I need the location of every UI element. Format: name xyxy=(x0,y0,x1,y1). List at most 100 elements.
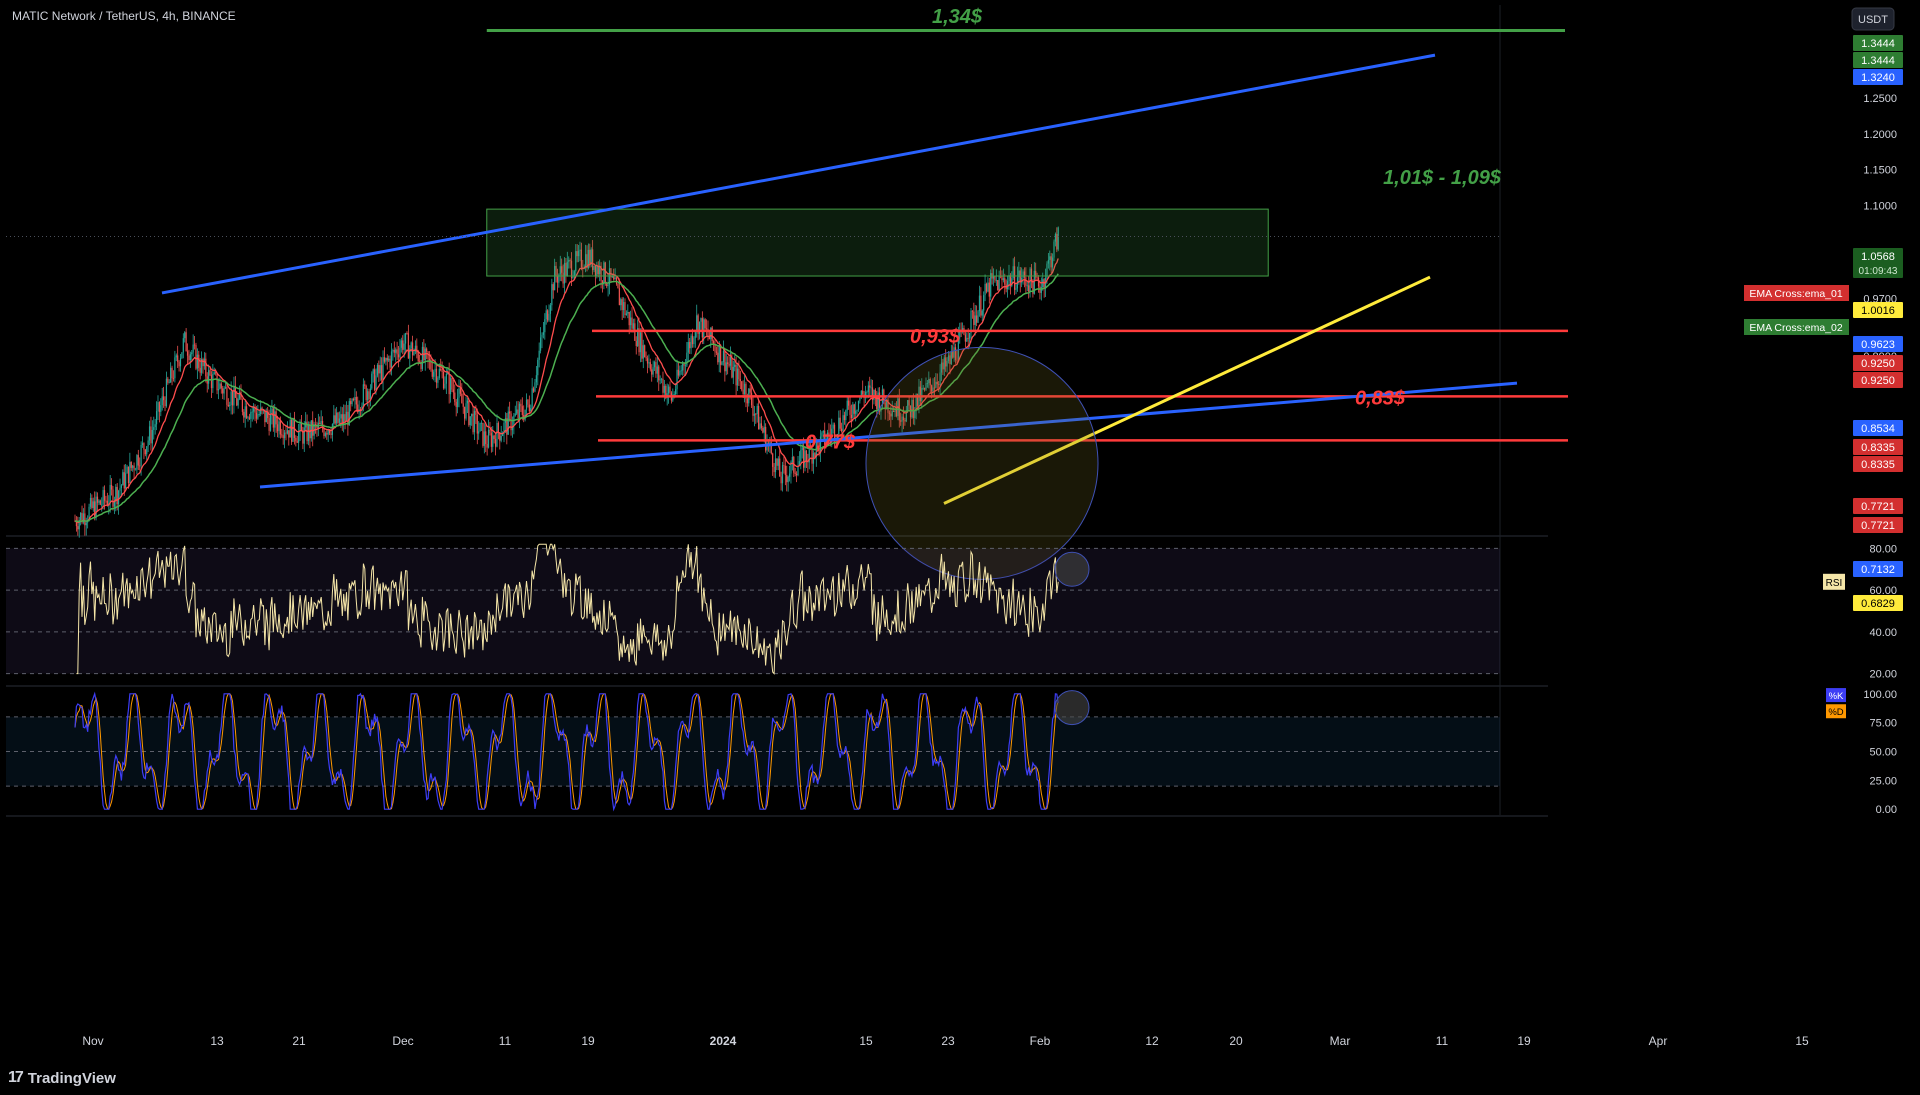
candle-body xyxy=(651,369,653,375)
candle-body xyxy=(404,333,407,344)
candle-body xyxy=(935,381,937,388)
candle-body xyxy=(375,375,377,391)
candle-body xyxy=(113,500,115,507)
candle-body xyxy=(413,351,415,356)
candle-body xyxy=(475,411,477,415)
candle-body xyxy=(260,407,262,415)
candle-body xyxy=(995,280,997,281)
candle-body xyxy=(873,389,875,401)
candle-body xyxy=(717,352,719,363)
candle-body xyxy=(593,265,595,271)
stoch-tick: 75.00 xyxy=(1869,718,1897,730)
candle-body xyxy=(136,455,138,470)
candle-body xyxy=(514,413,516,416)
price-badge-label: 1.0016 xyxy=(1861,305,1895,317)
candle-body xyxy=(1030,268,1033,282)
candle-body xyxy=(431,369,433,377)
candle-body xyxy=(852,404,854,418)
candle-body xyxy=(134,469,137,471)
candle-body xyxy=(966,337,968,342)
price-tick: 1.1500 xyxy=(1863,165,1897,177)
candle-body xyxy=(594,265,597,277)
candle-body xyxy=(146,446,148,455)
candle-body xyxy=(423,346,425,361)
candle-body xyxy=(549,305,552,314)
stoch-k-line xyxy=(74,691,1059,812)
currency-button[interactable]: USDT xyxy=(1851,7,1895,31)
candle-body xyxy=(535,375,537,383)
price-badge: 0.8534 xyxy=(1853,420,1903,436)
stoch-d-tag: %D xyxy=(1826,704,1846,719)
candle-body xyxy=(147,440,149,447)
candle-body xyxy=(292,417,294,442)
candle-body xyxy=(130,461,132,468)
candle-body xyxy=(410,342,412,349)
candle-body xyxy=(561,266,563,273)
candle-body xyxy=(822,430,824,433)
candle-body xyxy=(203,358,206,367)
candle-body xyxy=(1028,285,1030,292)
candle-body xyxy=(390,351,393,368)
time-tick: 15 xyxy=(859,1034,873,1048)
candle-body xyxy=(126,466,128,474)
candle-body xyxy=(753,413,755,416)
candle-body xyxy=(945,357,947,367)
candle-body xyxy=(333,415,335,425)
candle-body xyxy=(940,362,943,373)
candle-body xyxy=(420,362,422,370)
candle-body xyxy=(534,382,536,392)
candle-body xyxy=(368,391,370,400)
candle-body xyxy=(195,345,197,369)
candle-body xyxy=(779,458,781,477)
candle-body xyxy=(783,465,785,466)
price-badge: 0.9623 xyxy=(1853,336,1903,352)
candle-body xyxy=(236,397,238,406)
candle-body xyxy=(376,364,379,376)
candle-body xyxy=(268,418,270,431)
candle-body xyxy=(269,414,272,431)
candle-body xyxy=(541,334,543,338)
candle-body xyxy=(161,396,163,406)
candle-body xyxy=(693,337,695,345)
candle-body xyxy=(361,405,363,411)
candle-body xyxy=(686,352,688,366)
candle-body xyxy=(365,385,367,401)
candle-body xyxy=(118,490,120,505)
candle-body xyxy=(774,458,777,473)
candle-body xyxy=(1026,285,1028,287)
candle-body xyxy=(964,334,966,342)
candle-body xyxy=(127,466,130,484)
candle-body xyxy=(267,411,269,419)
candle-body xyxy=(978,295,981,312)
candle-body xyxy=(494,438,497,447)
stoch-d-tag-bg xyxy=(1826,704,1846,719)
candle-body xyxy=(756,405,758,415)
candle-body xyxy=(551,284,553,306)
candle-body xyxy=(502,433,504,437)
candle-body xyxy=(947,355,950,361)
candle-body xyxy=(229,405,231,406)
candle-body xyxy=(347,411,349,426)
candle-body xyxy=(777,458,779,466)
candle-body xyxy=(1025,277,1027,286)
price-badge: 1.0016 xyxy=(1853,302,1903,318)
candle-body xyxy=(426,348,428,352)
candle-body xyxy=(641,332,643,359)
candle-body xyxy=(984,283,986,296)
candle-body xyxy=(478,431,480,434)
price-badge-bg xyxy=(1853,420,1903,436)
candle-body xyxy=(516,409,518,414)
candle-body xyxy=(798,461,801,467)
candle-body xyxy=(766,442,768,451)
candle-body xyxy=(547,310,549,321)
candle-body xyxy=(843,415,846,421)
candle-body xyxy=(298,431,300,443)
candle-body xyxy=(103,490,106,501)
candle-body xyxy=(763,426,765,433)
candle-body xyxy=(157,402,159,412)
candle-body xyxy=(476,414,478,434)
candle-body xyxy=(772,453,774,467)
candle-body xyxy=(537,359,539,376)
candle-body xyxy=(548,313,550,321)
